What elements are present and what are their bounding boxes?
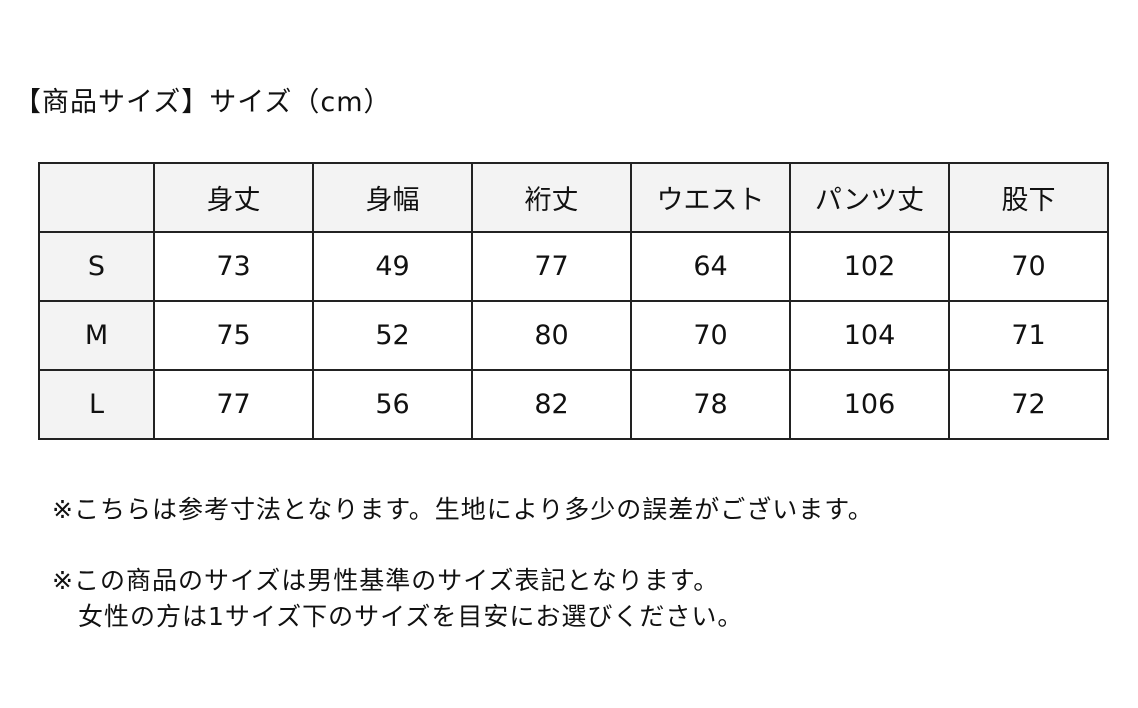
- table-header-row: 身丈 身幅 裄丈 ウエスト パンツ丈 股下: [38, 162, 1109, 233]
- table-cell: 70: [630, 300, 791, 371]
- header-cell: 股下: [948, 162, 1109, 233]
- table-cell: 52: [312, 300, 473, 371]
- header-cell: ウエスト: [630, 162, 791, 233]
- table-cell: 102: [789, 231, 950, 302]
- table-cell: 73: [153, 231, 314, 302]
- note-dimensions: ※こちらは参考寸法となります。生地により多少の誤差がございます。: [52, 495, 874, 524]
- table-cell: 72: [948, 369, 1109, 440]
- table-cell: 56: [312, 369, 473, 440]
- table-cell: 70: [948, 231, 1109, 302]
- table-cell: 106: [789, 369, 950, 440]
- size-label: M: [38, 300, 155, 371]
- table-cell: 78: [630, 369, 791, 440]
- header-cell: [38, 162, 155, 233]
- table-cell: 77: [153, 369, 314, 440]
- table-cell: 49: [312, 231, 473, 302]
- table-cell: 71: [948, 300, 1109, 371]
- table-cell: 77: [471, 231, 632, 302]
- note-sizing: ※この商品のサイズは男性基準のサイズ表記となります。: [52, 566, 720, 595]
- header-cell: パンツ丈: [789, 162, 950, 233]
- note-sizing-women: 女性の方は1サイズ下のサイズを目安にお選びください。: [52, 602, 744, 631]
- size-table: 身丈 身幅 裄丈 ウエスト パンツ丈 股下 S 73 49 77 64 102 …: [38, 162, 1109, 440]
- table-cell: 64: [630, 231, 791, 302]
- header-cell: 身幅: [312, 162, 473, 233]
- table-cell: 80: [471, 300, 632, 371]
- table-row: S 73 49 77 64 102 70: [38, 231, 1109, 302]
- table-row: L 77 56 82 78 106 72: [38, 369, 1109, 440]
- table-cell: 82: [471, 369, 632, 440]
- page-title: 【商品サイズ】サイズ（cm）: [14, 87, 392, 118]
- table-row: M 75 52 80 70 104 71: [38, 300, 1109, 371]
- header-cell: 身丈: [153, 162, 314, 233]
- table-cell: 104: [789, 300, 950, 371]
- header-cell: 裄丈: [471, 162, 632, 233]
- table-cell: 75: [153, 300, 314, 371]
- size-label: S: [38, 231, 155, 302]
- size-label: L: [38, 369, 155, 440]
